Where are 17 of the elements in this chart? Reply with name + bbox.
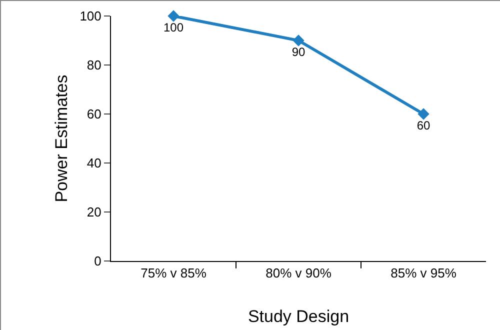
y-tick-label: 20	[86, 204, 102, 220]
point	[168, 10, 180, 22]
y-tick-label: 80	[86, 58, 102, 73]
y-tick-label: 40	[86, 156, 102, 171]
data-label: 100	[163, 20, 184, 35]
point	[418, 108, 430, 120]
x-axis-title: Study Design	[248, 307, 350, 326]
x-tick-label: 75% v 85%	[140, 266, 207, 281]
x-tick-label: 80% v 90%	[266, 266, 332, 281]
data-label: 60	[416, 118, 430, 133]
point	[292, 34, 304, 46]
x-tick-label: 85% v 95%	[390, 266, 457, 281]
y-tick-label: 100	[80, 8, 102, 24]
y-tick-label: 0	[94, 254, 102, 269]
data-label: 90	[292, 45, 306, 60]
y-axis-title: Power Estimates	[52, 74, 71, 202]
y-tick-label: 60	[86, 106, 102, 122]
